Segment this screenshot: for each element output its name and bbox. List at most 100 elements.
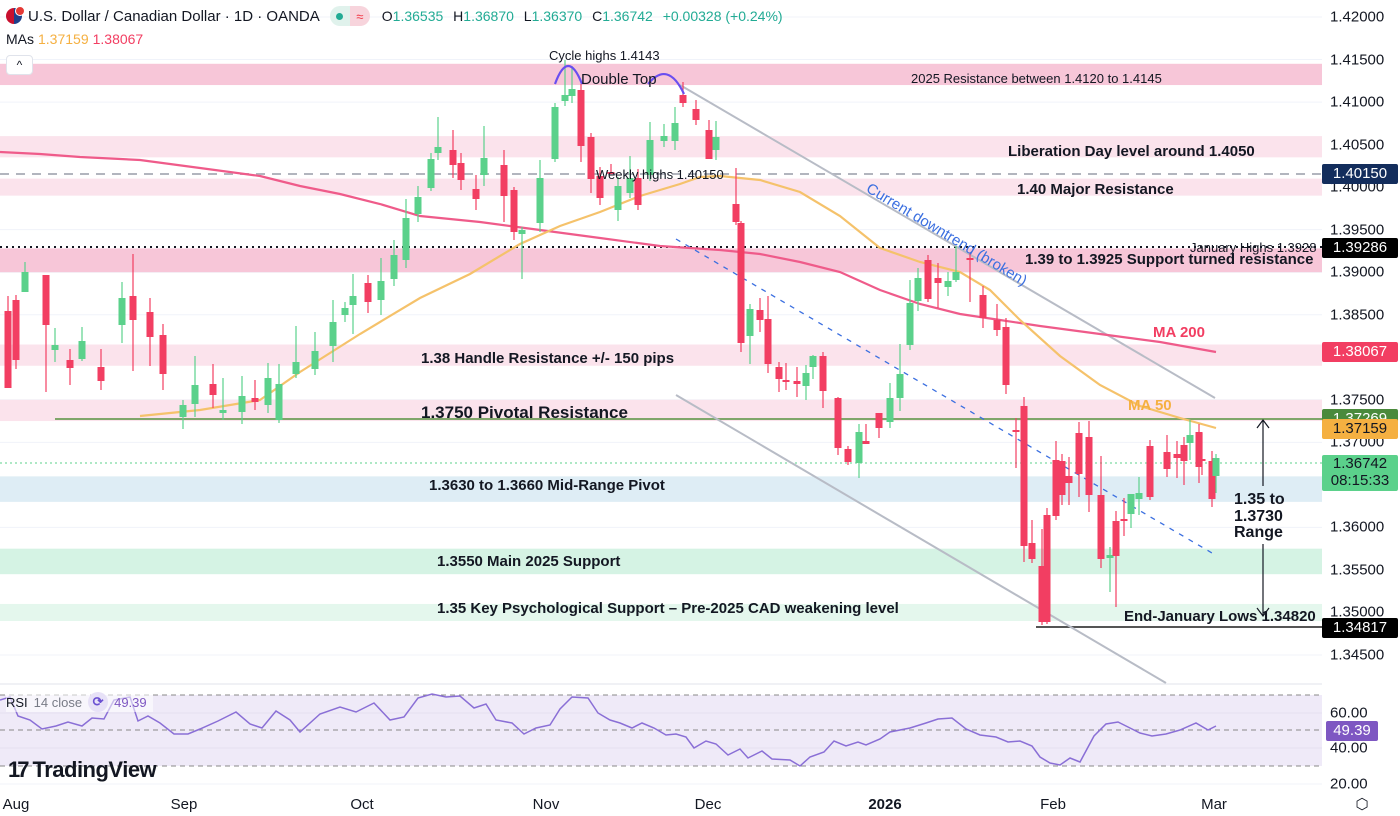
price-tick: 1.38500 [1330,306,1385,324]
price-tag: 1.39286 [1322,237,1398,258]
candle-up [914,278,922,301]
candle-up [480,158,488,175]
candle-down [844,449,852,462]
candle-up [427,159,435,188]
ma-legend[interactable]: MAs 1.37159 1.38067 [6,31,143,47]
ma-legend-label: MAs [6,31,34,47]
candle-up [179,405,187,417]
candle-up [21,272,29,292]
candle-down [793,381,801,384]
candle-up [329,322,337,346]
price-tick: 1.39500 [1330,221,1385,239]
candle-down [159,335,167,374]
candle-down [596,176,604,198]
range-label-line1[interactable]: 1.35 to [1234,491,1285,508]
candle-up [561,95,569,101]
high-value: 1.36870 [463,8,514,24]
candle-up [518,230,526,234]
candle-up [219,410,227,413]
ohlc-values: O1.36535 H1.36870 L1.36370 C1.36742 +0.0… [382,8,789,24]
liberation-day-label[interactable]: Liberation Day level around 1.4050 [1008,143,1255,160]
candle-up [1186,435,1194,443]
candle-down [1002,327,1010,385]
time-axis[interactable]: Aug Sep Oct Nov Dec 2026 Feb Mar [0,796,1322,816]
candle-down [993,320,1001,330]
collapse-legend-button[interactable]: ^ [6,55,33,75]
candle-up [377,281,385,300]
candle-down [472,189,480,199]
candle-down [934,278,942,283]
price-tick: 1.39000 [1330,263,1385,281]
settings-icon[interactable]: ⬡ [1355,796,1369,813]
candle-up [660,136,668,141]
handle-resistance-label[interactable]: 1.38 Handle Resistance +/- 150 pips [421,350,675,367]
end-january-lows-label[interactable]: End-January Lows 1.34820 [1124,608,1316,625]
candle-down [692,109,700,120]
candle-up [414,197,422,214]
symbol-title[interactable]: U.S. Dollar / Canadian Dollar · 1D · OAN… [28,7,320,25]
candle-down [129,296,137,320]
candle-down [705,130,713,159]
candle-down [819,356,827,391]
double-top-arc-1 [553,64,584,85]
double-top-label[interactable]: Double Top [581,71,657,88]
rsi-legend[interactable]: RSI 14 close ⟳ 49.39 [6,692,153,712]
main-support-label[interactable]: 1.3550 Main 2025 Support [437,553,621,570]
candle-down [1112,521,1120,556]
candle-up [712,137,720,150]
january-highs-label[interactable]: January Highs 1.3928 [1190,240,1317,255]
time-label: 2026 [868,796,902,813]
psych-support-label[interactable]: 1.35 Key Psychological Support – Pre-202… [437,600,899,617]
mid-range-pivot-label[interactable]: 1.3630 to 1.3660 Mid-Range Pivot [429,477,665,494]
pivotal-resistance-label[interactable]: 1.3750 Pivotal Resistance [421,403,628,422]
time-label: Aug [2,796,30,813]
rsi-label: RSI [6,694,28,710]
candle-down [1120,519,1128,521]
open-value: 1.36535 [392,8,444,24]
candle-down [1012,430,1020,432]
close-label: C [592,8,603,24]
candle-down [1075,433,1083,474]
candle-up [886,398,894,422]
candle-down [500,165,508,196]
price-zone [0,136,1322,158]
chevron-up-icon: ^ [16,58,23,72]
refresh-icon[interactable]: ⟳ [88,692,109,712]
ma200-line [0,150,1217,354]
candle-up [118,298,126,325]
candle-down [1180,445,1188,461]
candle-up [292,362,300,374]
candle-up [341,308,349,315]
candle-down [834,398,842,448]
range-arrow-head-down [1256,607,1270,617]
candle-down [979,295,987,318]
resistance-2025-label[interactable]: 2025 Resistance between 1.4120 to 1.4145 [911,71,1162,86]
price-zone [0,603,1322,621]
candle-down [764,319,772,364]
candle-up [434,147,442,153]
price-tag: 1.37159 [1322,418,1398,439]
range-label-line3[interactable]: Range [1234,524,1283,541]
ma50-annotation[interactable]: MA 50 [1128,397,1172,414]
weekly-highs-label[interactable]: Weekly highs 1.40150 [596,167,724,182]
tradingview-logo[interactable]: 17 TradingView [8,757,157,783]
high-label: H [453,8,464,24]
downtrend-lower-line [675,394,1167,684]
candle-up [746,309,754,336]
ma200-annotation[interactable]: MA 200 [1153,324,1205,341]
major-resistance-label[interactable]: 1.40 Major Resistance [1017,181,1174,198]
price-tick: 1.41500 [1330,51,1385,69]
candle-down [12,300,20,360]
candle-down [1097,495,1105,559]
rsi-tick: 20.00 [1330,775,1368,793]
candle-down [756,310,764,320]
cycle-highs-label[interactable]: Cycle highs 1.4143 [549,48,660,63]
range-label-line2[interactable]: 1.3730 [1234,508,1283,525]
price-tick: 1.36000 [1330,518,1385,536]
support-turned-resistance-label[interactable]: 1.39 to 1.3925 Support turned resistance [1025,251,1314,268]
price-axis[interactable]: 1.42000 1.41500 1.41000 1.40500 1.40000 1.395… [1322,0,1400,816]
market-status-pill[interactable]: ≈ [329,6,370,26]
price-zone [0,344,1322,366]
